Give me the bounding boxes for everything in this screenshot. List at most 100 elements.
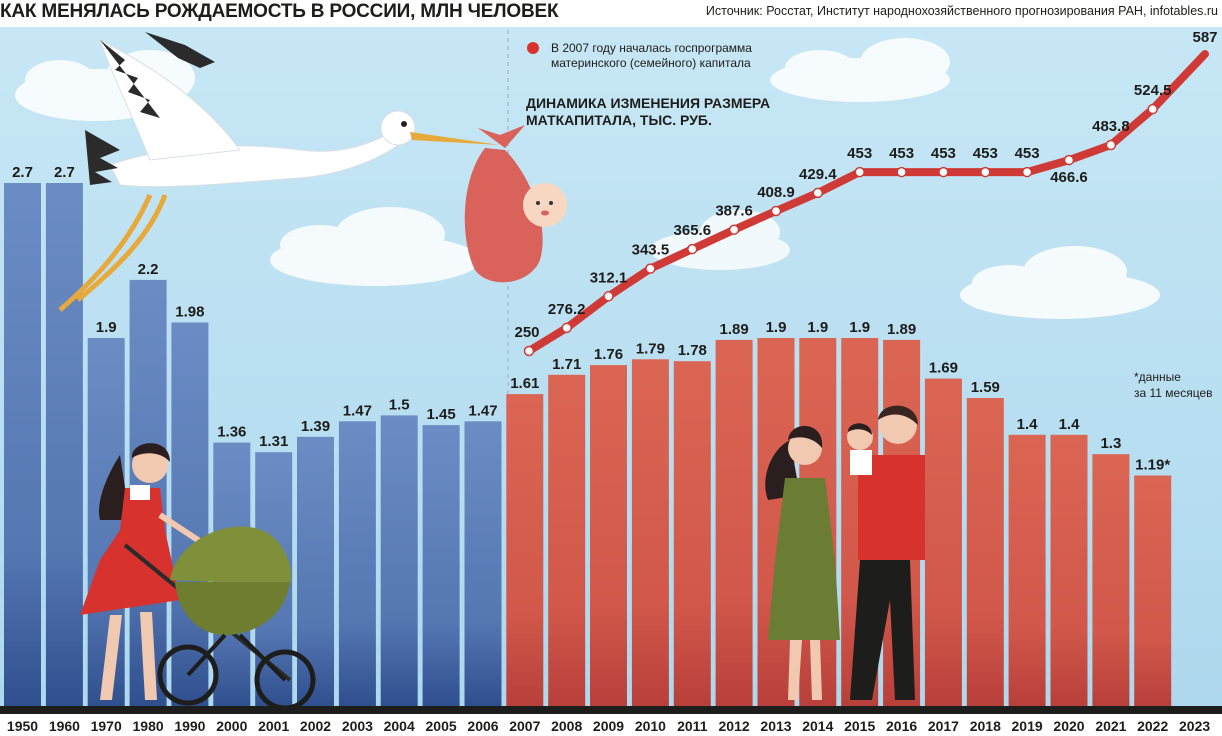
bar-value-label-2009: 1.76 xyxy=(594,346,623,363)
year-label-2007: 2007 xyxy=(509,718,540,734)
year-label-2002: 2002 xyxy=(300,718,331,734)
bar-value-label-2002: 1.39 xyxy=(301,418,330,435)
bar-2006 xyxy=(464,421,502,706)
bar-2012 xyxy=(715,339,753,706)
year-axis xyxy=(0,714,1222,736)
bar-value-label-2007: 1.61 xyxy=(510,375,539,392)
matcapital-label-2013: 408.9 xyxy=(757,184,795,201)
year-label-2010: 2010 xyxy=(635,718,666,734)
bar-2019 xyxy=(1008,434,1046,706)
bar-2022 xyxy=(1134,475,1172,706)
cloud-icon xyxy=(270,207,480,286)
year-label-2006: 2006 xyxy=(467,718,498,734)
matcapital-points xyxy=(523,103,1158,357)
matcapital-point-2021 xyxy=(1105,139,1117,151)
matcapital-label-2021: 483.8 xyxy=(1092,118,1130,135)
matcapital-point-2014 xyxy=(812,187,824,199)
bar-2018 xyxy=(966,398,1004,706)
matcapital-point-2011 xyxy=(687,243,698,255)
year-label-2011: 2011 xyxy=(677,718,708,734)
bar-value-label-2004: 1.5 xyxy=(389,396,410,413)
year-label-2017: 2017 xyxy=(928,718,959,734)
bar-value-label-2020: 1.4 xyxy=(1059,416,1081,433)
year-label-2003: 2003 xyxy=(342,718,373,734)
bar-value-label-2017: 1.69 xyxy=(929,360,958,377)
matcapital-point-2018 xyxy=(980,166,991,178)
bar-2011 xyxy=(673,361,711,706)
year-label-2013: 2013 xyxy=(760,718,791,734)
bar-value-label-2021: 1.3 xyxy=(1100,435,1121,452)
matcapital-title-line-1: ДИНАМИКА ИЗМЕНЕНИЯ РАЗМЕРА xyxy=(526,95,770,111)
year-label-1950: 1950 xyxy=(7,718,38,734)
year-label-2019: 2019 xyxy=(1012,718,1043,734)
baby-bundle-icon xyxy=(464,125,567,283)
matcapital-label-2023: 587 xyxy=(1192,29,1217,46)
matcapital-label-2018: 453 xyxy=(973,145,998,162)
bar-value-label-2001: 1.31 xyxy=(259,433,288,450)
matcapital-label-2008: 276.2 xyxy=(548,301,586,318)
matcapital-title-line-2: МАТКАПИТАЛА, ТЫС. РУБ. xyxy=(526,112,712,128)
matcapital-point-2020 xyxy=(1063,154,1075,166)
cloud-icon xyxy=(770,38,950,102)
bar-value-label-2000: 1.36 xyxy=(217,424,246,441)
bar-value-label-2015: 1.9 xyxy=(849,319,870,336)
bar-2021 xyxy=(1092,454,1130,706)
matcapital-label-2019: 453 xyxy=(1015,145,1040,162)
matcapital-point-2012 xyxy=(728,224,740,235)
bar-2020 xyxy=(1050,434,1088,706)
ground-strip xyxy=(0,706,1222,714)
year-label-2020: 2020 xyxy=(1053,718,1084,734)
matcapital-point-2008 xyxy=(561,322,572,334)
year-label-1970: 1970 xyxy=(91,718,122,734)
bar-value-labels: 2.7 2.7 1.9 2.2 1.98 1.36 1.31 1.39 1.47 1.5 1.45 1… xyxy=(12,164,1170,474)
matcapital-point-2009 xyxy=(603,291,614,302)
footnote-line-2: за 11 месяцев xyxy=(1134,386,1213,400)
bar-value-label-2011: 1.78 xyxy=(678,342,707,359)
bar-2002 xyxy=(297,436,334,706)
year-label-2012: 2012 xyxy=(719,718,750,734)
stork-icon xyxy=(58,32,500,312)
bar-value-label-2008: 1.71 xyxy=(552,356,581,373)
year-label-2014: 2014 xyxy=(802,718,833,734)
year-label-1960: 1960 xyxy=(49,718,80,734)
mother-with-stroller-icon xyxy=(80,443,316,711)
matcapital-label-2016: 453 xyxy=(889,145,914,162)
bar-2010 xyxy=(631,359,669,706)
matcapital-point-2016 xyxy=(896,166,907,178)
bar-2008 xyxy=(548,374,586,706)
program-legend-marker xyxy=(527,42,539,54)
bar-value-label-2012: 1.89 xyxy=(719,321,748,338)
bar-value-label-2010: 1.79 xyxy=(636,340,665,357)
year-label-2008: 2008 xyxy=(551,718,582,734)
bar-2003 xyxy=(338,421,376,706)
bar-1970 xyxy=(87,338,125,706)
program-legend-line-1: В 2007 году началась госпрограмма xyxy=(551,41,752,55)
year-label-2018: 2018 xyxy=(970,718,1001,734)
bar-2009 xyxy=(590,365,627,706)
bar-value-label-2022: 1.19* xyxy=(1135,457,1170,474)
footnote-line-1: *данные xyxy=(1134,370,1181,384)
matcapital-label-2009: 312.1 xyxy=(590,269,628,286)
cloud-icon xyxy=(960,246,1160,319)
year-label-1990: 1990 xyxy=(174,718,205,734)
bar-1960 xyxy=(45,183,83,706)
matcapital-point-2022 xyxy=(1147,103,1158,115)
bar-value-label-2005: 1.45 xyxy=(426,406,455,423)
year-label-1980: 1980 xyxy=(133,718,164,734)
bar-value-label-2018: 1.59 xyxy=(971,379,1000,396)
bar-value-label-1970: 1.9 xyxy=(96,319,117,336)
bar-2007 xyxy=(506,394,544,706)
bar-value-label-2013: 1.9 xyxy=(766,319,787,336)
bar-value-label-2014: 1.9 xyxy=(807,319,828,336)
matcapital-label-2007: 250 xyxy=(514,324,539,341)
program-legend-line-2: материнского (семейного) капитала xyxy=(551,56,751,70)
family-icon xyxy=(765,405,925,700)
matcapital-label-2022: 524.5 xyxy=(1134,82,1172,99)
year-label-2015: 2015 xyxy=(844,718,875,734)
bar-value-label-2003: 1.47 xyxy=(343,402,372,419)
bar-value-label-1980: 2.2 xyxy=(138,261,159,278)
bar-2017 xyxy=(924,378,962,706)
matcapital-label-2010: 343.5 xyxy=(632,242,670,259)
year-label-2016: 2016 xyxy=(886,718,917,734)
